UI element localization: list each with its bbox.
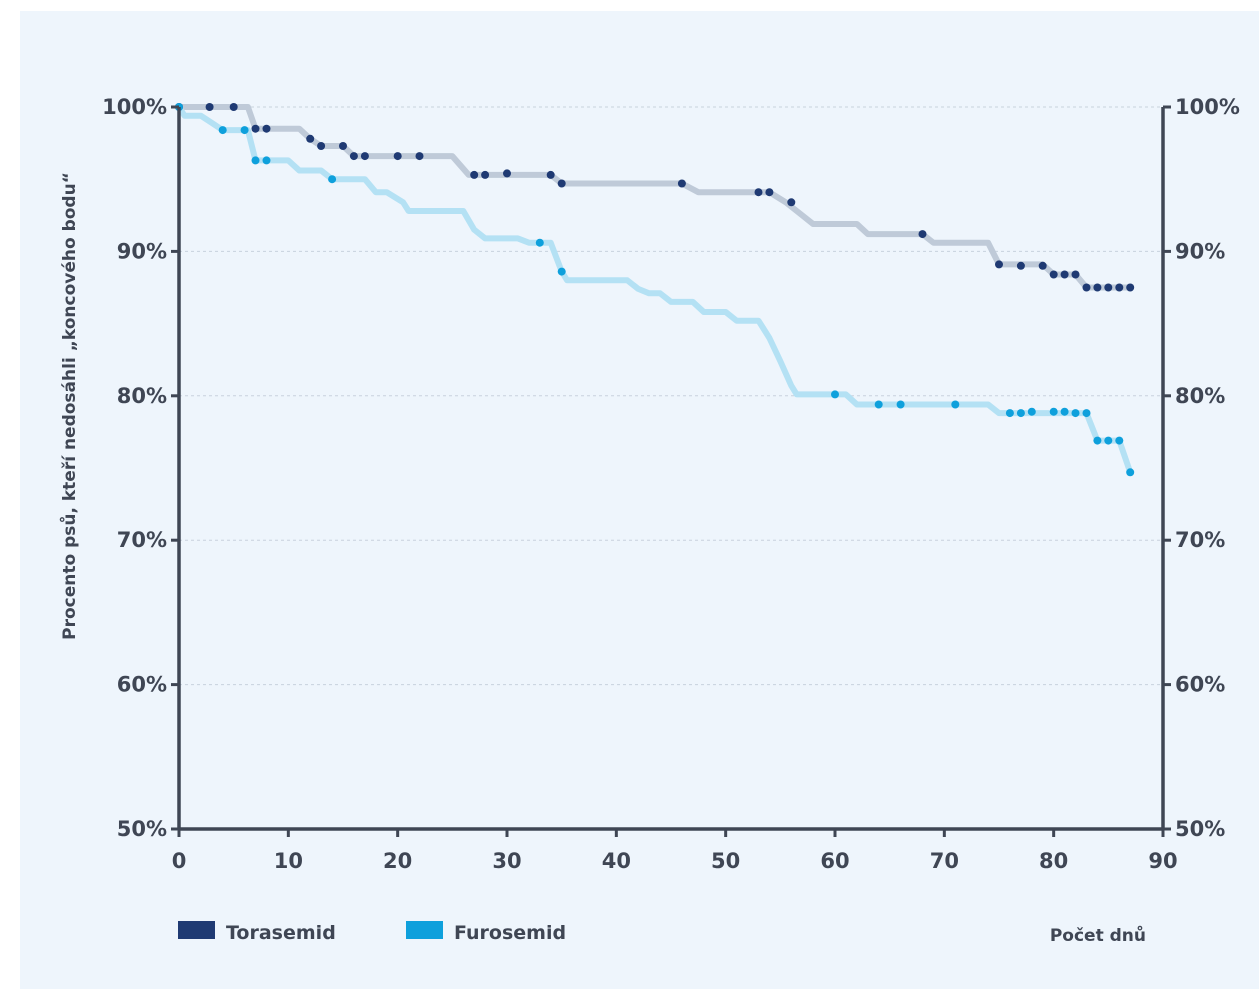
y-tick-label: 90% — [117, 239, 167, 263]
censor-point-furosemid — [1126, 468, 1135, 477]
censor-point-torasemid — [306, 134, 315, 143]
censor-point-torasemid — [1049, 270, 1058, 279]
x-tick-label: 70 — [930, 849, 959, 873]
censor-point-torasemid — [1082, 283, 1091, 292]
censor-point-torasemid — [415, 152, 424, 161]
censor-point-torasemid — [995, 260, 1003, 269]
legend-swatch-torasemid — [178, 921, 215, 939]
x-axis-title: Počet dnů — [1050, 924, 1146, 946]
y-tick-label: 50% — [117, 817, 167, 841]
x-tick-label: 80 — [1039, 849, 1068, 873]
legend-label-furosemid: Furosemid — [454, 922, 566, 944]
censor-point-torasemid — [1126, 283, 1135, 292]
survival-chart: 50% 50% 60% 60% 70% 70% 80% 80% 90% 90% 100% 100% 0 1… — [58, 95, 1240, 946]
censor-point-furosemid — [557, 267, 566, 276]
tick-labels: 50% 50% 60% 60% 70% 70% 80% 80% 90% 90% 100% 100% 0 1… — [102, 95, 1240, 873]
censor-point-torasemid — [1060, 270, 1069, 279]
censor-point-torasemid — [787, 198, 796, 207]
censor-point-furosemid — [951, 400, 960, 409]
y-tick-label-right: 50% — [1175, 817, 1225, 841]
censor-point-torasemid — [481, 170, 490, 179]
censor-point-torasemid — [393, 152, 402, 161]
censor-point-torasemid — [251, 124, 260, 133]
censor-point-torasemid — [1016, 261, 1025, 270]
y-tick-label-right: 90% — [1175, 239, 1225, 263]
legend-swatch-furosemid — [406, 921, 443, 939]
censor-point-furosemid — [240, 126, 249, 135]
censor-point-furosemid — [831, 390, 839, 399]
censor-point-torasemid — [1115, 283, 1124, 292]
series-line-torasemid — [176, 104, 1134, 291]
censor-point-furosemid — [1049, 407, 1058, 416]
censor-point-torasemid — [557, 179, 566, 188]
censor-point-furosemid — [874, 400, 883, 409]
gridlines — [179, 106, 1163, 686]
legend: Torasemid Furosemid — [178, 921, 566, 944]
censor-point-furosemid — [535, 238, 544, 247]
censor-point-furosemid — [1115, 436, 1124, 445]
censor-point-furosemid — [1005, 409, 1014, 418]
censor-point-furosemid — [1060, 407, 1069, 416]
censor-point-torasemid — [765, 188, 774, 197]
x-tick-label: 40 — [602, 849, 631, 873]
censor-point-furosemid — [1082, 409, 1091, 418]
censor-point-furosemid — [328, 175, 337, 184]
legend-label-torasemid: Torasemid — [226, 922, 336, 944]
chart-panel: 50% 50% 60% 60% 70% 70% 80% 80% 90% 90% 100% 100% 0 1… — [20, 11, 1259, 989]
y-tick-label: 100% — [102, 95, 167, 119]
x-tick-label: 20 — [383, 849, 412, 873]
censor-point-torasemid — [317, 142, 326, 150]
censor-point-furosemid — [1016, 409, 1025, 418]
censor-point-torasemid — [1071, 270, 1080, 279]
x-tick-label: 0 — [172, 849, 187, 873]
censor-point-torasemid — [546, 170, 555, 179]
y-tick-label: 80% — [117, 384, 167, 408]
censor-point-torasemid — [503, 169, 511, 178]
censor-point-furosemid — [1093, 436, 1102, 445]
censor-point-furosemid — [1104, 436, 1113, 445]
censor-point-furosemid — [262, 156, 271, 165]
censor-point-torasemid — [677, 179, 686, 188]
axes — [171, 105, 1171, 837]
y-tick-label: 60% — [117, 673, 167, 697]
censor-point-torasemid — [339, 142, 347, 150]
y-tick-label-right: 60% — [1175, 673, 1225, 697]
y-tick-label-right: 80% — [1175, 384, 1225, 408]
x-tick-label: 10 — [274, 849, 303, 873]
y-tick-label-right: 70% — [1175, 528, 1225, 552]
censor-point-torasemid — [1038, 261, 1047, 270]
series-line-furosemid — [176, 104, 1134, 476]
censor-point-torasemid — [205, 103, 214, 111]
x-tick-label: 50 — [711, 849, 740, 873]
censor-point-furosemid — [218, 126, 227, 135]
x-tick-label: 30 — [492, 849, 521, 873]
censor-point-furosemid — [1027, 407, 1036, 416]
y-axis-title: Procento psů, kteří nedosáhli „koncového… — [58, 172, 80, 640]
censor-point-torasemid — [360, 152, 369, 161]
censor-point-torasemid — [1104, 283, 1113, 292]
series-lines — [176, 104, 1134, 476]
censor-point-furosemid — [1071, 409, 1080, 418]
censor-point-torasemid — [918, 230, 927, 239]
censor-point-torasemid — [262, 124, 271, 133]
censor-point-torasemid — [754, 188, 763, 197]
censor-point-furosemid — [251, 156, 260, 165]
censor-point-torasemid — [229, 103, 238, 111]
censor-point-torasemid — [349, 152, 358, 161]
censor-points — [175, 103, 1135, 477]
y-tick-label: 70% — [117, 528, 167, 552]
censor-point-torasemid — [470, 170, 479, 179]
x-tick-label: 90 — [1148, 849, 1177, 873]
censor-point-furosemid — [896, 400, 905, 409]
x-tick-label: 60 — [820, 849, 849, 873]
y-tick-label-right: 100% — [1175, 95, 1240, 119]
censor-point-torasemid — [1093, 283, 1102, 292]
